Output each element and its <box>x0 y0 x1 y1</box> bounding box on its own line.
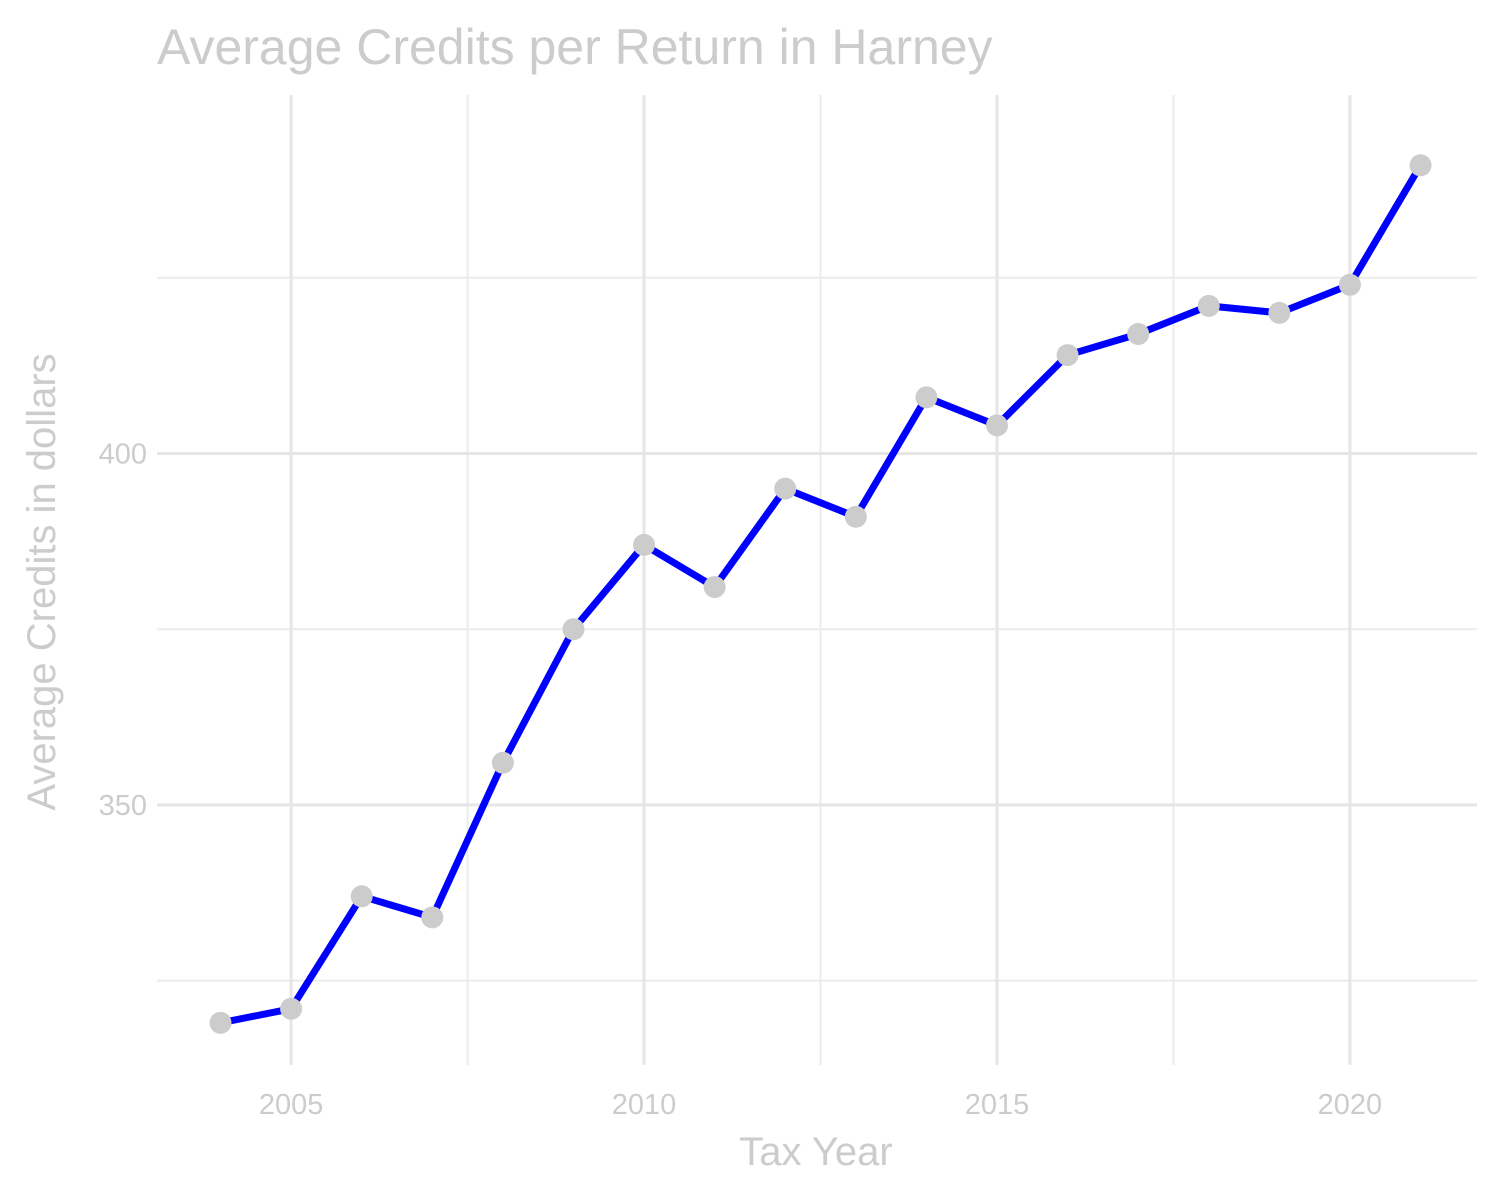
data-points <box>209 154 1432 1034</box>
y-axis-label: Average Credits in dollars <box>20 353 64 810</box>
data-point-2020 <box>1338 273 1361 296</box>
series-line <box>217 161 1425 1027</box>
data-point-2021 <box>1409 154 1432 177</box>
data-point-2006 <box>350 885 373 908</box>
x-tick-label: 2010 <box>612 1089 677 1121</box>
data-point-2018 <box>1197 294 1220 317</box>
y-tick-label: 400 <box>99 438 147 470</box>
data-point-2010 <box>633 533 656 556</box>
data-point-2009 <box>562 618 585 641</box>
data-point-2007 <box>421 906 444 929</box>
data-point-2008 <box>491 751 514 774</box>
chart-title: Average Credits per Return in Harney <box>157 19 993 75</box>
x-tick-label: 2005 <box>259 1089 324 1121</box>
data-point-2016 <box>1056 344 1079 367</box>
data-point-2013 <box>844 505 867 528</box>
grid <box>157 95 1477 1065</box>
data-point-2017 <box>1127 322 1150 345</box>
data-point-2005 <box>280 997 303 1020</box>
data-point-2014 <box>915 386 938 409</box>
y-tick-label: 350 <box>99 790 147 822</box>
x-tick-label: 2020 <box>1318 1089 1383 1121</box>
x-tick-label: 2015 <box>965 1089 1030 1121</box>
data-point-2015 <box>986 414 1008 437</box>
tick-labels: 2005 2010 2015 2020 350 400 <box>99 438 1383 1121</box>
x-axis-label: Tax Year <box>739 1130 892 1174</box>
data-point-2019 <box>1268 301 1291 324</box>
data-point-2004 <box>209 1011 232 1034</box>
data-point-2012 <box>774 477 797 500</box>
series-line-layer <box>217 161 1425 1027</box>
data-point-2011 <box>703 576 726 599</box>
